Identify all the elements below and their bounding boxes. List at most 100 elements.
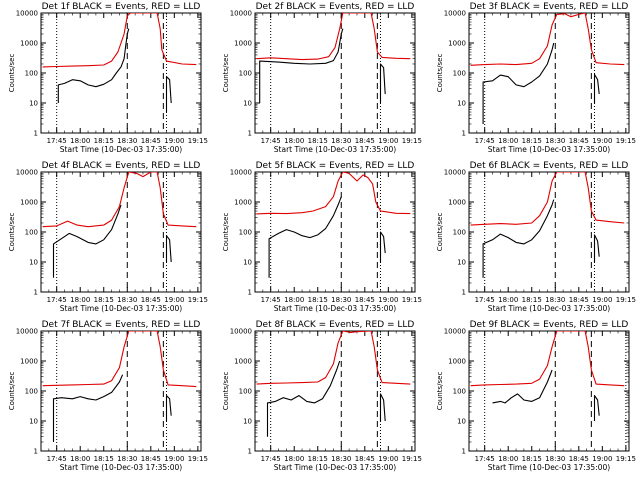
panel-5: Det 5f BLACK = Events, RED = LLD 1 10 100 10… [222, 161, 422, 313]
x-tick-label: 18:45 [355, 455, 375, 463]
x-tick-label: 18:00 [498, 137, 518, 145]
y-tick-label: 1 [34, 448, 38, 456]
x-tick-label: 18:45 [141, 296, 161, 304]
y-tick-label: 100 [453, 388, 466, 396]
y-tick-label: 100 [25, 229, 38, 237]
y-axis-label: Counts/sec [8, 54, 16, 93]
plot-frame [254, 12, 416, 134]
y-tick-label: 1 [462, 448, 466, 456]
plot-frame [468, 171, 630, 293]
panel-title: Det 4f BLACK = Events, RED = LLD [42, 161, 201, 171]
x-tick-label: 18:00 [498, 296, 518, 304]
y-tick-label: 10000 [230, 10, 252, 18]
y-tick-label: 10000 [230, 328, 252, 336]
panel-7: Det 7f BLACK = Events, RED = LLD 1 10 100 10… [8, 320, 208, 472]
panel-8: Det 8f BLACK = Events, RED = LLD 1 10 100 10… [222, 320, 422, 472]
x-tick-label: 18:30 [117, 455, 137, 463]
y-tick-label: 10 [29, 100, 38, 108]
x-tick-label: 18:15 [94, 455, 114, 463]
y-axis-label: Counts/sec [436, 54, 444, 93]
panel-title: Det 8f BLACK = Events, RED = LLD [256, 320, 415, 330]
y-tick-label: 10 [243, 259, 252, 267]
y-axis-label: Counts/sec [222, 54, 230, 93]
plot-frame [254, 330, 416, 452]
panel-6: Det 6f BLACK = Events, RED = LLD 1 10 100 10… [436, 161, 636, 313]
panel-title: Det 9f BLACK = Events, RED = LLD [470, 320, 629, 330]
y-axis-label: Counts/sec [436, 213, 444, 252]
x-tick-label: 17:45 [47, 137, 67, 145]
x-tick-label: 18:00 [70, 137, 90, 145]
series-events [52, 374, 172, 442]
x-tick-label: 18:30 [331, 137, 351, 145]
y-tick-label: 10 [29, 259, 38, 267]
panel-title: Det 2f BLACK = Events, RED = LLD [256, 2, 415, 12]
x-tick-label: 18:15 [522, 137, 542, 145]
series-lld [42, 331, 197, 388]
x-tick-label: 17:45 [261, 137, 281, 145]
y-tick-label: 10000 [444, 10, 466, 18]
x-tick-label: 18:30 [117, 296, 137, 304]
y-tick-label: 100 [239, 229, 252, 237]
x-tick-label: 18:15 [94, 137, 114, 145]
x-tick-label: 18:00 [498, 455, 518, 463]
x-axis-label: Start Time (10-Dec-03 17:35:00) [60, 463, 182, 472]
x-tick-label: 19:15 [188, 455, 208, 463]
y-tick-label: 10 [457, 259, 466, 267]
panel-title: Det 3f BLACK = Events, RED = LLD [470, 2, 629, 12]
x-tick-label: 18:00 [284, 137, 304, 145]
x-tick-label: 19:15 [188, 137, 208, 145]
x-tick-label: 17:45 [47, 296, 67, 304]
y-tick-label: 1 [34, 130, 38, 138]
panel-9: Det 9f BLACK = Events, RED = LLD 1 10 100 10… [436, 320, 636, 472]
y-tick-label: 10000 [230, 169, 252, 177]
x-tick-label: 19:00 [164, 455, 184, 463]
x-tick-label: 18:00 [284, 296, 304, 304]
y-tick-label: 10 [243, 418, 252, 426]
x-tick-label: 18:30 [545, 455, 565, 463]
y-tick-label: 1 [34, 289, 38, 297]
panel-3: Det 3f BLACK = Events, RED = LLD 1 10 100 10… [436, 2, 636, 154]
x-tick-label: 18:30 [545, 137, 565, 145]
y-axis-label: Counts/sec [8, 213, 16, 252]
x-tick-label: 19:15 [402, 137, 422, 145]
y-tick-label: 1000 [20, 199, 38, 207]
y-tick-label: 10 [243, 100, 252, 108]
y-tick-label: 1000 [448, 199, 466, 207]
series-lld [42, 13, 197, 68]
y-tick-label: 1000 [234, 358, 252, 366]
y-tick-label: 100 [239, 70, 252, 78]
y-tick-label: 100 [25, 388, 38, 396]
y-tick-label: 1000 [234, 40, 252, 48]
panel-4: Det 4f BLACK = Events, RED = LLD 1 10 100 10… [8, 161, 208, 313]
x-tick-label: 18:30 [545, 296, 565, 304]
series-lld [256, 172, 411, 215]
series-events [482, 199, 600, 278]
x-tick-label: 18:15 [522, 455, 542, 463]
panel-title: Det 7f BLACK = Events, RED = LLD [42, 320, 201, 330]
x-tick-label: 18:15 [522, 296, 542, 304]
series-events [57, 28, 172, 112]
x-tick-label: 18:45 [569, 137, 589, 145]
y-tick-label: 1 [248, 448, 252, 456]
y-tick-label: 100 [453, 229, 466, 237]
series-events [266, 360, 386, 437]
plot-frame [468, 12, 630, 134]
series-lld [256, 13, 411, 61]
x-tick-label: 19:00 [164, 137, 184, 145]
y-tick-label: 1 [462, 289, 466, 297]
panel-1: Det 1f BLACK = Events, RED = LLD 1 10 100 10… [8, 2, 208, 154]
panel-title: Det 5f BLACK = Events, RED = LLD [256, 161, 415, 171]
y-tick-label: 10 [457, 100, 466, 108]
x-tick-label: 19:15 [402, 296, 422, 304]
x-tick-label: 17:45 [47, 455, 67, 463]
x-tick-label: 18:15 [308, 296, 328, 304]
x-tick-label: 18:45 [569, 455, 589, 463]
y-tick-label: 100 [453, 70, 466, 78]
x-tick-label: 18:00 [70, 455, 90, 463]
x-tick-label: 19:00 [164, 296, 184, 304]
series-lld [470, 13, 625, 66]
x-tick-label: 18:45 [141, 455, 161, 463]
y-tick-label: 10000 [16, 10, 38, 18]
y-tick-label: 100 [25, 70, 38, 78]
